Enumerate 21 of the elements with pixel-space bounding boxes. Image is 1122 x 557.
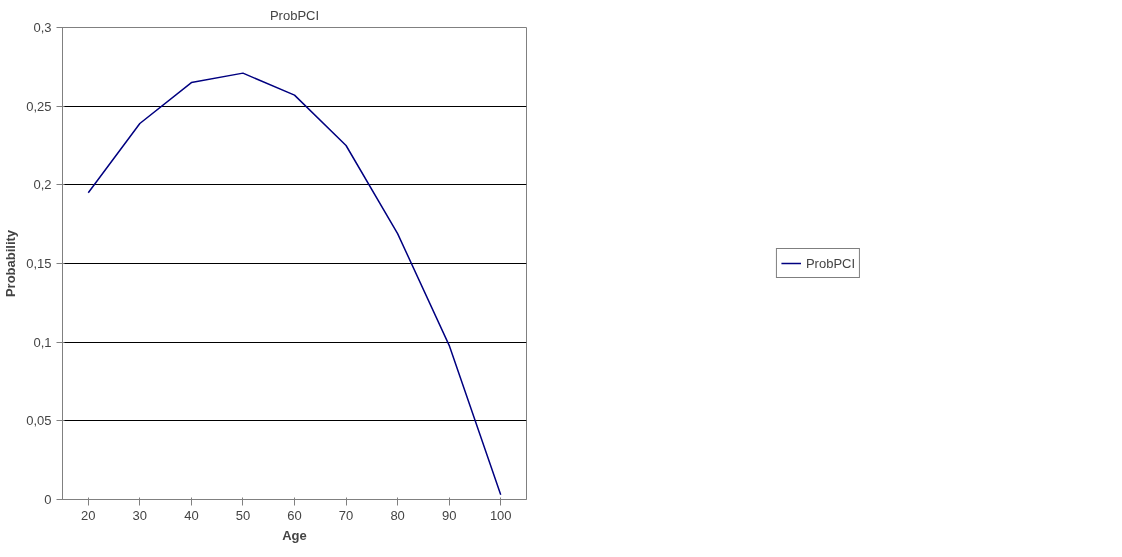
y-tick-label: 0,2: [33, 177, 52, 193]
y-tick-label: 0,15: [26, 256, 52, 271]
x-tick-label: 70: [338, 507, 354, 523]
y-tick-label: 0,1: [33, 334, 52, 350]
legend-label: ProbPCI: [805, 255, 856, 271]
x-tick-label: 20: [81, 507, 96, 523]
x-tick-label: 30: [132, 507, 148, 523]
x-tick-label: 90: [441, 507, 457, 523]
x-tick-label: 50: [235, 507, 251, 523]
y-tick-label: 0,3: [33, 20, 52, 35]
x-tick-label: 60: [287, 507, 302, 523]
y-tick-label: 0,25: [26, 98, 52, 114]
y-tick-label: 0,05: [26, 413, 52, 429]
x-tick-label: 80: [390, 507, 405, 523]
x-axis-title: Age: [282, 527, 307, 543]
x-tick-label: 40: [184, 507, 199, 523]
y-tick-label: 0: [44, 492, 52, 507]
y-axis-title: Probability: [3, 229, 19, 298]
chart-title: ProbPCI: [269, 7, 320, 23]
x-tick-label: 100: [489, 507, 512, 523]
line-series: [87, 72, 502, 496]
